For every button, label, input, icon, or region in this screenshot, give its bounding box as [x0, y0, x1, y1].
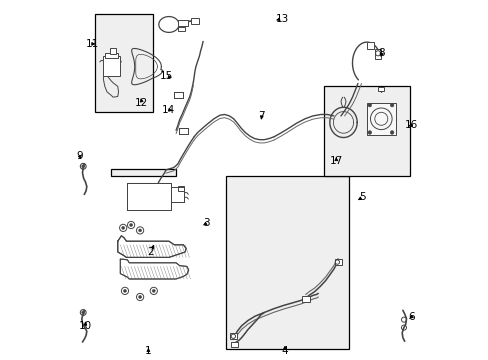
Bar — [178, 27, 185, 31]
Text: 2: 2 — [147, 247, 154, 257]
Bar — [323, 86, 409, 176]
Circle shape — [122, 226, 124, 229]
Circle shape — [139, 296, 141, 298]
Bar — [111, 169, 176, 176]
Text: 10: 10 — [79, 321, 92, 331]
Text: 9: 9 — [76, 150, 83, 161]
Text: 7: 7 — [258, 111, 264, 121]
Bar — [334, 259, 341, 265]
Text: 12: 12 — [135, 98, 148, 108]
Circle shape — [123, 289, 126, 292]
Text: 15: 15 — [159, 71, 172, 81]
Circle shape — [367, 103, 371, 107]
Bar — [170, 187, 184, 202]
Bar — [366, 103, 395, 135]
Circle shape — [139, 229, 141, 232]
Bar — [374, 49, 381, 59]
Bar — [95, 14, 152, 112]
Circle shape — [129, 224, 132, 226]
Text: 13: 13 — [275, 14, 288, 24]
Circle shape — [389, 103, 393, 107]
Bar — [173, 92, 182, 98]
Text: 4: 4 — [281, 346, 287, 356]
Text: 6: 6 — [408, 312, 414, 322]
Bar — [178, 186, 184, 191]
Text: 5: 5 — [359, 192, 365, 202]
Bar — [366, 42, 373, 49]
Circle shape — [367, 131, 371, 134]
Text: 11: 11 — [86, 39, 99, 49]
Bar — [302, 296, 309, 302]
Text: 3: 3 — [203, 218, 209, 228]
Bar — [173, 92, 182, 98]
Bar — [103, 56, 120, 76]
Bar — [110, 48, 116, 54]
Circle shape — [81, 311, 84, 314]
Bar — [127, 183, 170, 210]
Bar — [178, 20, 187, 26]
Bar — [127, 183, 170, 210]
Bar — [179, 128, 187, 134]
Bar — [226, 176, 348, 349]
Bar — [230, 342, 238, 347]
Circle shape — [152, 289, 155, 292]
Bar — [230, 333, 236, 339]
Circle shape — [81, 165, 84, 168]
Circle shape — [389, 131, 393, 134]
Text: 1: 1 — [145, 346, 151, 356]
Bar — [191, 18, 199, 24]
Text: 16: 16 — [405, 120, 418, 130]
Text: 17: 17 — [329, 156, 342, 166]
Bar — [378, 87, 384, 91]
Bar — [170, 187, 184, 202]
Bar — [105, 53, 118, 58]
Bar — [179, 128, 187, 134]
Text: 8: 8 — [378, 48, 385, 58]
Text: 14: 14 — [161, 105, 174, 115]
